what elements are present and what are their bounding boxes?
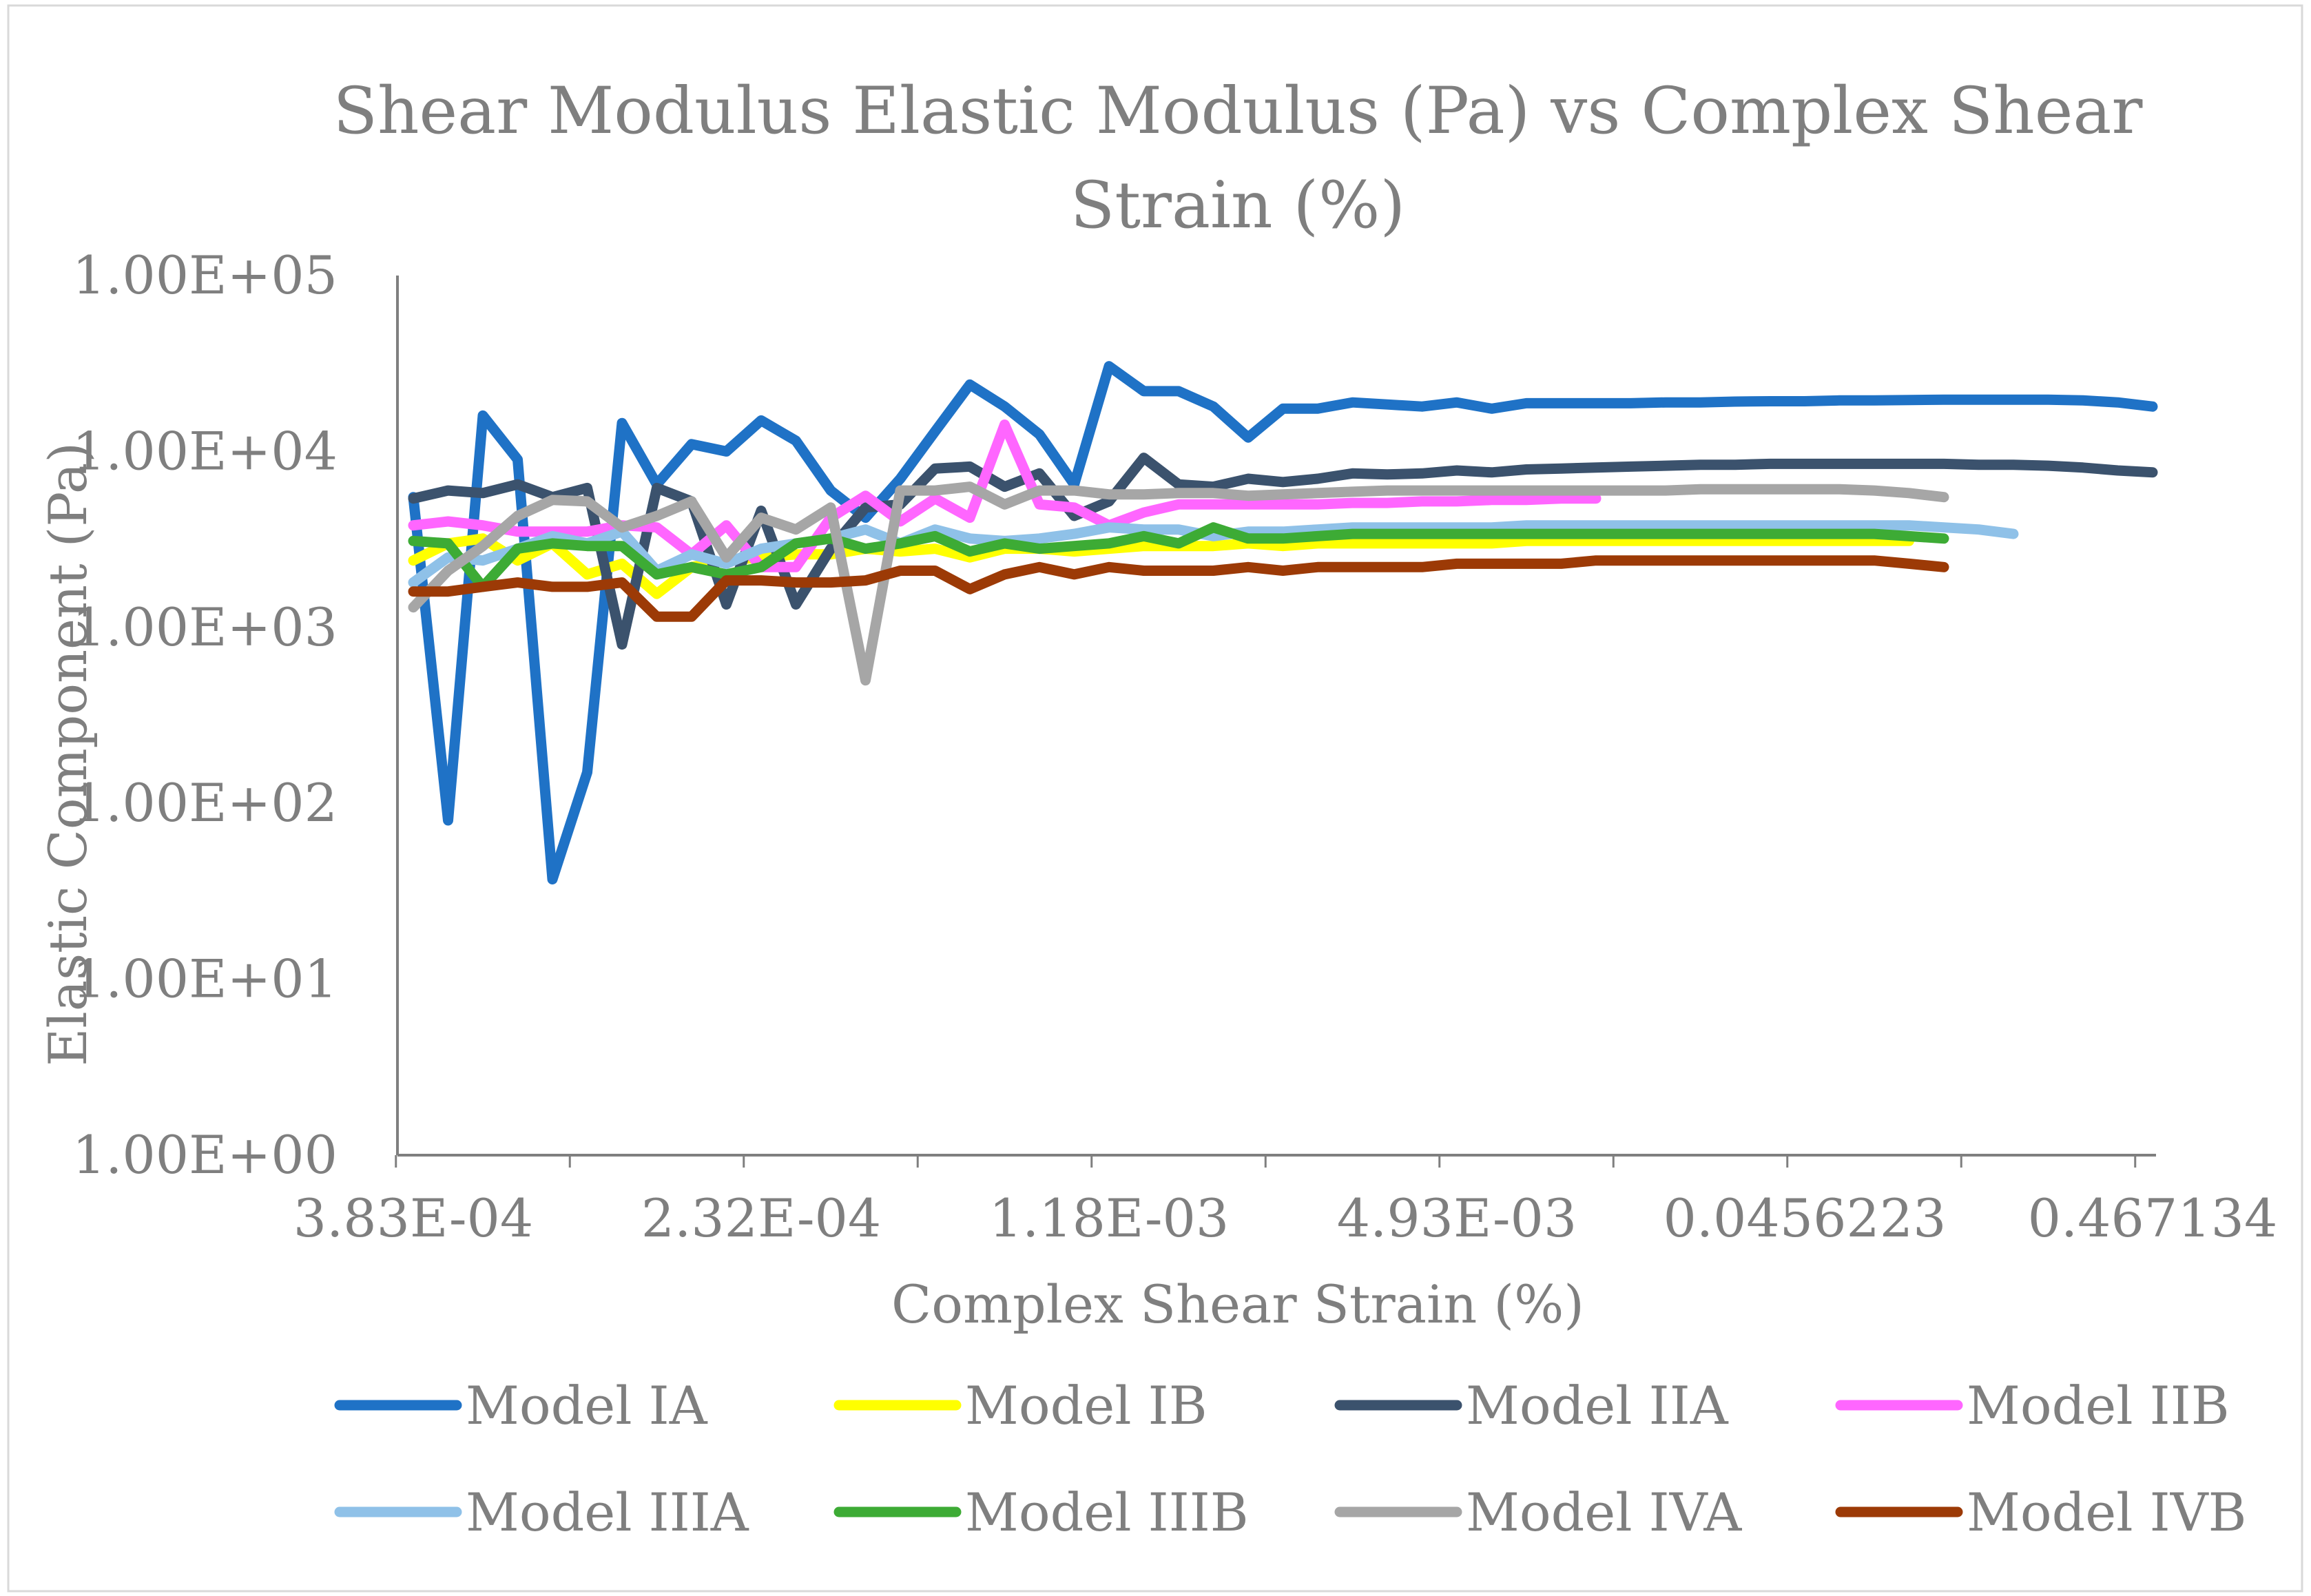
y-tick-label: 1.00E+01: [72, 949, 338, 1010]
legend: Model IA Model IB Model IIA Model IIB Model …: [334, 1375, 2246, 1543]
x-tick-label: 4.93E-03: [1337, 1188, 1577, 1249]
series-line-model-iiib: [408, 522, 1949, 592]
x-axis: 3.83E-04 2.32E-04 1.18E-03 4.93E-03 0.045622…: [293, 1154, 2278, 1249]
chart-frame: [7, 4, 2303, 1593]
legend-label: Model IIA: [1466, 1375, 1729, 1436]
chart-title-line-2: Strain (%): [1070, 168, 1405, 243]
y-axis: 1.00E+00 1.00E+01 1.00E+02 1.00E+03 1.00E+04…: [72, 245, 399, 1185]
series-line-model-iva: [408, 481, 1949, 686]
legend-label: Model IIB: [1967, 1375, 2230, 1436]
y-axis-title: Elastic Component (Pa): [37, 442, 99, 1066]
legend-label: Model IA: [466, 1375, 708, 1436]
series-line-model-iib: [408, 419, 1602, 572]
x-tick-label: 1.18E-03: [989, 1188, 1230, 1249]
series-line-model-iia: [408, 453, 2158, 650]
series-line-model-iiia: [408, 520, 2019, 588]
y-tick-label: 1.00E+03: [72, 597, 338, 658]
y-tick-label: 1.00E+05: [72, 245, 338, 306]
legend-label: Model IIIB: [965, 1482, 1249, 1543]
x-tick-label: 2.32E-04: [641, 1188, 882, 1249]
y-tick-label: 1.00E+00: [72, 1124, 338, 1185]
legend-label: Model IVB: [1967, 1482, 2246, 1543]
legend-label: Model IB: [965, 1375, 1208, 1436]
x-tick-label: 0.467134: [2028, 1188, 2278, 1249]
plot-area: [408, 361, 2158, 884]
legend-label: Model IIIA: [466, 1482, 749, 1543]
chart-title-line-1: Shear Modulus Elastic Modulus (Pa) vs Co…: [333, 74, 2143, 149]
legend-label: Model IVA: [1466, 1482, 1742, 1543]
y-tick-label: 1.00E+02: [72, 772, 338, 833]
x-tick-label: 0.0456223: [1664, 1188, 1947, 1249]
x-axis-title: Complex Shear Strain (%): [891, 1274, 1584, 1335]
y-tick-label: 1.00E+04: [72, 420, 338, 481]
series-line-model-ib: [408, 533, 1914, 599]
x-tick-label: 3.83E-04: [293, 1188, 534, 1249]
series-line-model-ivb: [408, 555, 1949, 622]
series-line-model-ia: [408, 361, 2158, 884]
